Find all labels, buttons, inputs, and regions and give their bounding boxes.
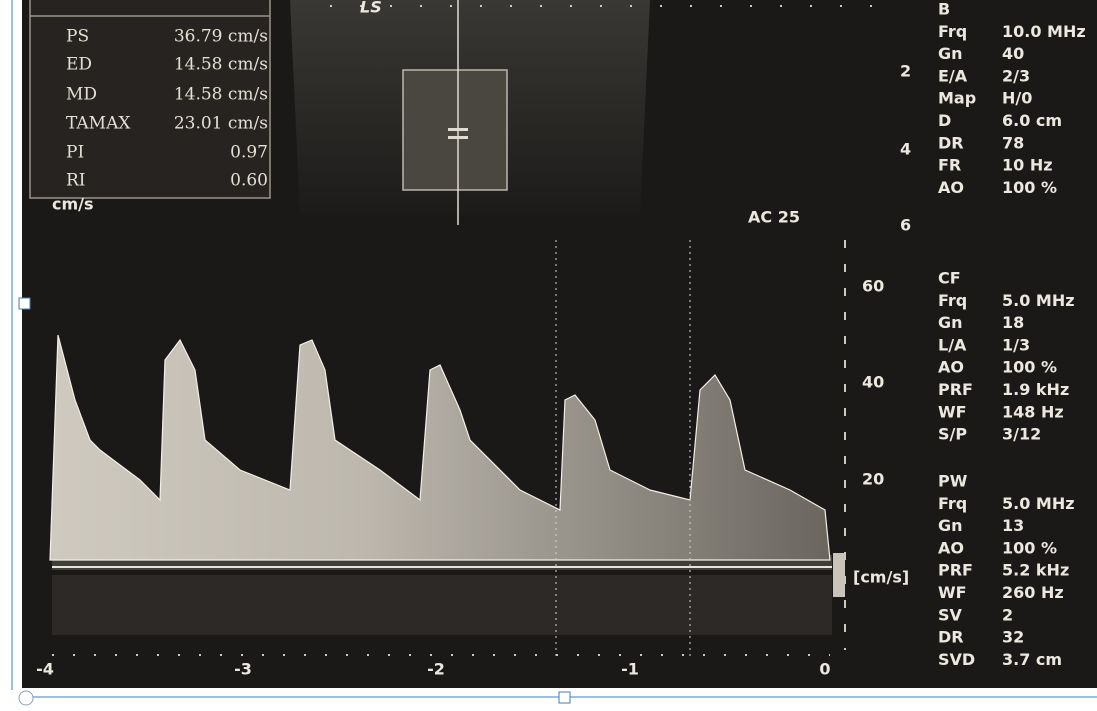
sample-gate xyxy=(448,136,468,139)
page: {"measurements": [ {"label": "PS", "valu… xyxy=(0,0,1097,711)
setting-name: Map xyxy=(938,89,976,108)
measurement-label: MD xyxy=(66,85,97,105)
measurement-value: 23.01 cm/s xyxy=(174,114,268,134)
setting-name: Gn xyxy=(938,44,963,63)
setting-name: AO xyxy=(938,538,964,557)
setting-name: WF xyxy=(938,402,967,421)
setting-value: 13 xyxy=(1002,516,1024,535)
settings-title: PW xyxy=(938,472,968,491)
setting-name: Gn xyxy=(938,313,963,332)
sample-gate xyxy=(448,128,468,131)
setting-value: 78 xyxy=(1002,133,1024,152)
settings-title: CF xyxy=(938,269,961,288)
measurement-value: 0.60 xyxy=(230,171,268,191)
velocity-unit: [cm/s] xyxy=(853,568,909,587)
measurement-label: RI xyxy=(66,171,86,191)
setting-name: AO xyxy=(938,358,964,377)
setting-name: Frq xyxy=(938,494,967,513)
setting-value: 100 % xyxy=(1002,358,1057,377)
measurement-value: 36.79 cm/s xyxy=(174,27,268,47)
setting-name: DR xyxy=(938,133,964,152)
setting-value: 3/12 xyxy=(1002,425,1041,444)
setting-value: 10 Hz xyxy=(1002,156,1053,175)
setting-name: FR xyxy=(938,156,961,175)
velocity-label: 40 xyxy=(862,373,884,392)
time-label: -3 xyxy=(234,660,252,679)
setting-value: 40 xyxy=(1002,44,1024,63)
rotate-handle[interactable] xyxy=(19,691,33,705)
setting-name: PRF xyxy=(938,561,973,580)
setting-name: AO xyxy=(938,178,964,197)
setting-value: 5.2 kHz xyxy=(1002,561,1069,580)
setting-value: 148 Hz xyxy=(1002,402,1064,421)
unit-fragment: cm/s xyxy=(52,195,94,214)
velocity-label: 60 xyxy=(862,277,884,296)
setting-name: SV xyxy=(938,605,963,624)
gain-label: AC 25 xyxy=(748,208,800,227)
setting-value: 1/3 xyxy=(1002,335,1030,354)
setting-value: 100 % xyxy=(1002,178,1057,197)
time-label: -1 xyxy=(621,660,639,679)
setting-value: 2 xyxy=(1002,605,1013,624)
sector-label: LS xyxy=(360,0,382,17)
setting-name: DR xyxy=(938,628,964,647)
measurement-value: 14.58 cm/s xyxy=(174,55,268,75)
measurement-value: 0.97 xyxy=(230,143,268,163)
setting-name: L/A xyxy=(938,335,967,354)
reverse-spectrum xyxy=(52,575,832,635)
setting-name: WF xyxy=(938,583,967,602)
setting-name: SVD xyxy=(938,650,975,669)
setting-value: 32 xyxy=(1002,628,1024,647)
setting-value: 2/3 xyxy=(1002,66,1030,85)
setting-name: E/A xyxy=(938,66,968,85)
time-label: 0 xyxy=(819,660,830,679)
depth-label: 4 xyxy=(900,140,911,159)
time-label: -4 xyxy=(36,660,54,679)
velocity-label: 20 xyxy=(862,470,884,489)
resize-handle[interactable] xyxy=(559,692,570,703)
setting-name: D xyxy=(938,111,951,130)
measurement-label: TAMAX xyxy=(66,114,131,134)
setting-name: Frq xyxy=(938,22,967,41)
measurement-label: PI xyxy=(66,143,84,163)
scale-marker xyxy=(833,553,845,597)
depth-label: 2 xyxy=(900,62,911,81)
setting-value: 5.0 MHz xyxy=(1002,291,1075,310)
screenshot: PS 36.79 cm/s ED 14.58 cm/s MD 14.58 cm/s TAMA… xyxy=(0,0,1097,711)
measurement-label: PS xyxy=(66,27,89,47)
setting-value: 18 xyxy=(1002,313,1024,332)
bottom-strip xyxy=(0,690,1097,711)
setting-name: Frq xyxy=(938,291,967,310)
setting-value: 3.7 cm xyxy=(1002,650,1062,669)
settings-title: B xyxy=(938,0,950,19)
measurement-label: ED xyxy=(66,55,92,75)
setting-value: 5.0 MHz xyxy=(1002,494,1075,513)
setting-name: S/P xyxy=(938,425,967,444)
setting-name: PRF xyxy=(938,380,973,399)
setting-value: 100 % xyxy=(1002,538,1057,557)
measurement-value: 14.58 cm/s xyxy=(174,85,268,105)
setting-value: 1.9 kHz xyxy=(1002,380,1069,399)
setting-value: 10.0 MHz xyxy=(1002,22,1086,41)
time-label: -2 xyxy=(427,660,445,679)
setting-value: 6.0 cm xyxy=(1002,111,1062,130)
depth-label: 6 xyxy=(900,216,911,235)
setting-value: 260 Hz xyxy=(1002,583,1064,602)
resize-handle[interactable] xyxy=(19,298,30,309)
setting-value: H/0 xyxy=(1002,89,1032,108)
setting-name: Gn xyxy=(938,516,963,535)
